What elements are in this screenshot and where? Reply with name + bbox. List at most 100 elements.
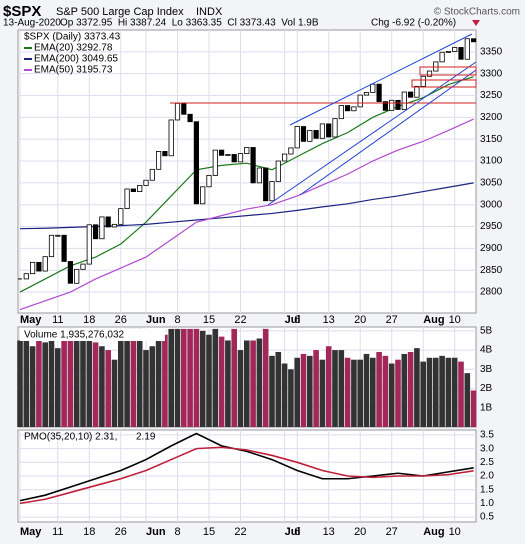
volume-bar bbox=[231, 328, 237, 427]
candle bbox=[36, 261, 42, 272]
volume-bar bbox=[332, 350, 338, 427]
volume-bar bbox=[244, 340, 250, 427]
volume-bar bbox=[29, 346, 36, 427]
y-tick-label: 3000 bbox=[480, 199, 503, 210]
candle bbox=[212, 149, 218, 176]
y-tick-label: 2.5 bbox=[480, 457, 494, 468]
volume-bar bbox=[61, 336, 67, 427]
volume-bar bbox=[325, 346, 332, 427]
volume-bar bbox=[206, 334, 212, 427]
price-panel bbox=[17, 29, 477, 314]
volume-bar bbox=[212, 328, 219, 427]
x-tick-label: Jul bbox=[285, 526, 301, 538]
candle bbox=[155, 151, 162, 170]
candle bbox=[231, 154, 237, 163]
candle bbox=[111, 223, 118, 228]
line-series bbox=[19, 432, 474, 502]
credit: © StockCharts.com bbox=[434, 7, 520, 18]
candle bbox=[357, 94, 363, 108]
legend-entry: EMA(50) 3195.73 bbox=[34, 65, 113, 76]
volume-bar bbox=[187, 328, 193, 427]
volume-bar bbox=[445, 357, 452, 427]
candle bbox=[130, 188, 136, 192]
candle bbox=[124, 188, 130, 210]
quote: Op 3372.95 Hi 3387.24 Lo 3363.35 Cl 3373… bbox=[60, 18, 319, 29]
x-tick-label: 8 bbox=[174, 314, 180, 326]
candle bbox=[344, 105, 351, 112]
candle bbox=[395, 99, 401, 110]
volume-bar bbox=[86, 332, 93, 427]
symbol: $SPX bbox=[3, 3, 41, 20]
volume-bar bbox=[130, 328, 137, 427]
candle bbox=[275, 160, 281, 182]
volume-bar bbox=[426, 357, 433, 427]
candle bbox=[162, 151, 168, 157]
x-tick-label: 10 bbox=[449, 526, 461, 538]
candle bbox=[281, 153, 288, 162]
y-tick-label: 3B bbox=[480, 364, 493, 375]
volume-bar bbox=[42, 342, 48, 427]
y-tick-label: 3150 bbox=[480, 134, 503, 145]
x-tick-label: 8 bbox=[174, 526, 180, 538]
x-tick-label: May bbox=[20, 314, 42, 326]
volume-bar bbox=[143, 350, 149, 427]
trend-line bbox=[267, 61, 477, 206]
candle bbox=[307, 130, 313, 142]
candle bbox=[137, 185, 143, 192]
x-tick-label: Aug bbox=[423, 314, 444, 326]
candle bbox=[470, 38, 477, 43]
candle bbox=[433, 61, 439, 72]
candle bbox=[452, 47, 458, 52]
x-tick-label: 10 bbox=[449, 314, 461, 326]
candle bbox=[288, 147, 294, 155]
volume-bar bbox=[250, 340, 256, 427]
y-tick-label: 3200 bbox=[480, 112, 503, 123]
volume-bar bbox=[262, 328, 269, 427]
x-tick-label: 15 bbox=[203, 526, 215, 538]
candle bbox=[118, 208, 124, 225]
candle bbox=[74, 268, 80, 284]
x-tick-label: 6 bbox=[294, 314, 300, 326]
volume-bar bbox=[395, 359, 401, 427]
volume-bar bbox=[181, 328, 187, 427]
y-tick-label: 3100 bbox=[480, 156, 503, 167]
legend-bg bbox=[20, 329, 165, 341]
volume-bar bbox=[458, 361, 464, 427]
volume-bar bbox=[269, 355, 275, 427]
volume-bar bbox=[36, 338, 42, 427]
volume-bar bbox=[470, 390, 477, 427]
x-tick-label: 18 bbox=[83, 314, 95, 326]
candle bbox=[376, 83, 382, 103]
volume-bar bbox=[370, 357, 376, 427]
candle bbox=[426, 70, 433, 77]
y-tick-label: 1.5 bbox=[480, 484, 494, 495]
candle bbox=[244, 147, 250, 154]
legend-entry: 2.19 bbox=[136, 432, 156, 443]
volume-bar bbox=[357, 359, 363, 427]
y-tick-label: 2800 bbox=[480, 287, 503, 298]
candle bbox=[23, 273, 29, 280]
y-tick-label: 2950 bbox=[480, 221, 503, 232]
candle bbox=[174, 102, 181, 121]
candle bbox=[300, 126, 307, 142]
y-tick-label: 2B bbox=[480, 383, 493, 394]
volume-bar bbox=[300, 353, 307, 427]
volume-bar bbox=[99, 346, 105, 427]
candle bbox=[55, 234, 61, 237]
candle bbox=[326, 123, 332, 138]
gap-box bbox=[419, 66, 477, 76]
candle bbox=[187, 113, 193, 123]
candle bbox=[439, 51, 445, 63]
candle bbox=[80, 263, 86, 270]
volume-bar bbox=[439, 355, 445, 427]
volume-bar bbox=[281, 363, 288, 427]
candle bbox=[93, 224, 99, 240]
y-tick-label: 0.5 bbox=[480, 512, 494, 523]
trend-line bbox=[299, 69, 477, 196]
x-tick-label: Aug bbox=[423, 526, 444, 538]
x-tick-label: Jun bbox=[146, 526, 166, 538]
volume-bar bbox=[149, 346, 156, 427]
volume-bar bbox=[17, 340, 23, 427]
volume-bar bbox=[55, 348, 61, 427]
